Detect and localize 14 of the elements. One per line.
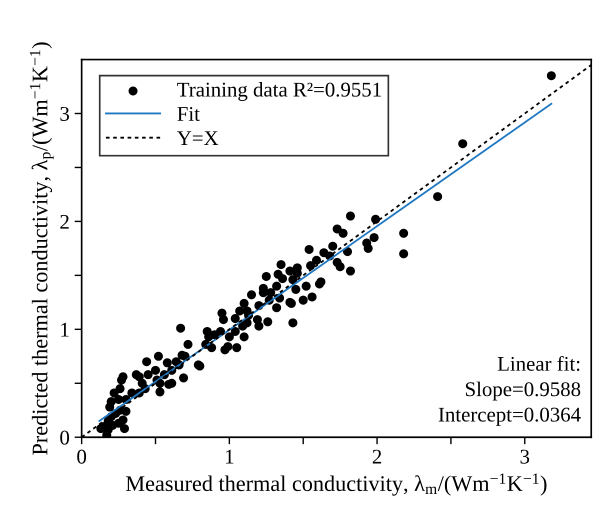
y-tick-label: 0 xyxy=(60,430,70,445)
x-tick-label: 1 xyxy=(226,450,234,464)
x-tick-label: 0 xyxy=(77,450,86,464)
x-axis-title: Measured thermal conductivity, λ$_{m}$/(Wm$^{−1}$K$^{−1}$) xyxy=(126,473,546,496)
y-tick-label: 3 xyxy=(60,106,70,121)
annotation: Linear fit: Slope=0.9588 Intercept=0.0364 xyxy=(438,356,581,426)
y-tick-label: 2 xyxy=(60,214,69,229)
y-axis-title: Predicted thermal conductivity, λ$_{p}$/(Wm$^{−1}$K$^{−1}$) xyxy=(30,42,54,455)
y-tick-label: 1 xyxy=(61,322,69,337)
legend-label: Y=X xyxy=(177,131,218,145)
legend-label: Training data R²=0.9551 xyxy=(177,82,381,101)
x-tick-label: 2 xyxy=(372,450,382,464)
x-tick-label: 3 xyxy=(520,450,530,464)
legend-label: Fit xyxy=(177,106,200,121)
